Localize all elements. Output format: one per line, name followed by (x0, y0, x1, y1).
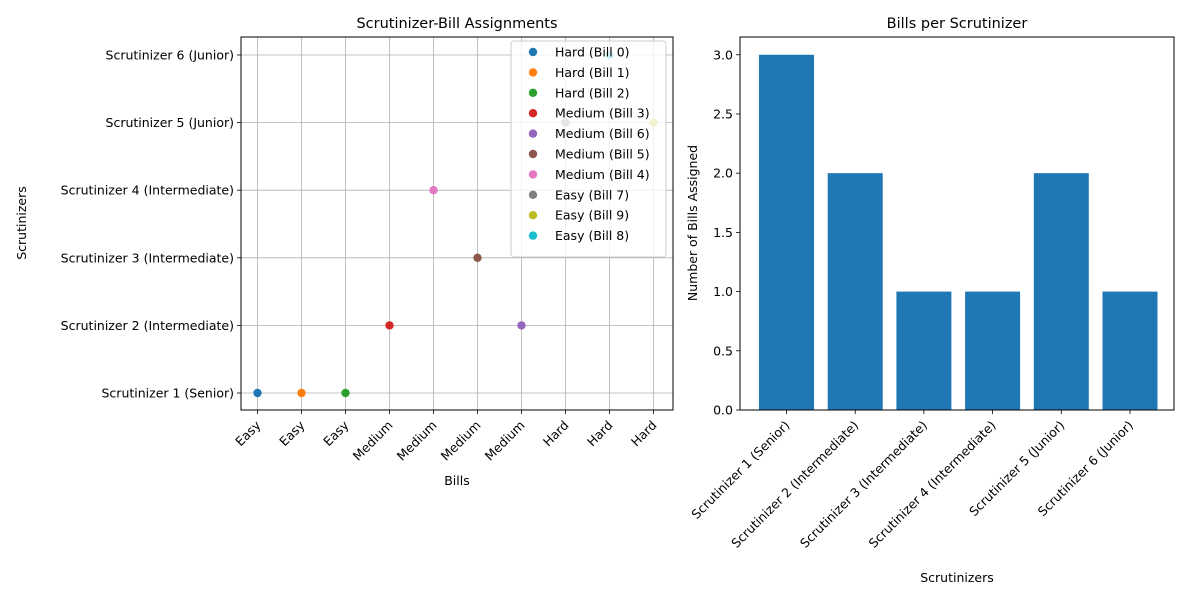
legend-label: Hard (Bill 2) (555, 85, 630, 100)
legend-label: Easy (Bill 9) (555, 208, 629, 223)
bar-bars (759, 54, 1158, 411)
bar (1033, 173, 1089, 410)
x-tick-label: Medium (438, 418, 484, 464)
bar-chart: Bills per Scrutinizer 0.0 0.5 1.0 1.5 2.0 2.5… (685, 16, 1175, 585)
legend-label: Medium (Bill 3) (555, 106, 650, 121)
bar (896, 291, 952, 410)
legend-frame (510, 40, 667, 258)
scatter-point (473, 253, 482, 262)
legend-marker (528, 231, 538, 240)
y-tick-label: 2.5 (713, 106, 733, 121)
x-tick-label: Scrutinizer 3 (Intermediate) (797, 418, 930, 551)
legend-marker (528, 88, 538, 98)
bar-x-ticks: Scrutinizer 1 (Senior)Scrutinizer 2 (Int… (688, 410, 1136, 551)
bar (965, 291, 1021, 410)
scatter-point (253, 388, 262, 398)
bar (827, 173, 883, 410)
y-tick-label: 1.5 (713, 225, 733, 240)
y-tick-label: Scrutinizer 3 (Intermediate) (61, 250, 234, 265)
legend-marker (528, 47, 538, 57)
y-tick-label: Scrutinizer 5 (Junior) (106, 115, 234, 130)
legend-label: Hard (Bill 1) (555, 65, 630, 80)
bar-title: Bills per Scrutinizer (887, 16, 1028, 32)
y-tick-label: Scrutinizer 1 (Senior) (102, 386, 235, 401)
y-tick-label: 2.0 (713, 166, 733, 181)
bar-y-axis-label: Number of Bills Assigned (685, 145, 700, 301)
x-tick-label: Medium (350, 418, 396, 464)
legend-label: Easy (Bill 8) (555, 228, 629, 243)
scatter-y-axis-label: Scrutinizers (14, 186, 29, 260)
scatter-point (517, 321, 526, 330)
y-tick-label: 3.0 (713, 47, 733, 62)
scatter-y-ticks: Scrutinizer 1 (Senior) Scrutinizer 2 (Int… (61, 48, 241, 401)
legend-marker (528, 170, 538, 179)
scatter-title: Scrutinizer-Bill Assignments (356, 16, 557, 32)
x-tick-label: Scrutinizer 4 (Intermediate) (866, 418, 999, 551)
x-tick-label: Hard (540, 418, 572, 450)
legend-marker (528, 129, 538, 138)
scatter-x-axis-label: Bills (444, 473, 470, 488)
bar-y-ticks: 0.0 0.5 1.0 1.5 2.0 2.5 3.0 (713, 47, 740, 418)
legend-label: Medium (Bill 5) (555, 147, 650, 162)
x-tick-label: Scrutinizer 2 (Intermediate) (728, 418, 861, 551)
x-tick-label: Easy (320, 417, 352, 449)
y-tick-label: Scrutinizer 4 (Intermediate) (61, 183, 234, 198)
y-tick-label: Scrutinizer 2 (Intermediate) (61, 318, 234, 333)
scatter-plot-area (240, 36, 674, 411)
scatter-legend: Hard (Bill 0) Hard (Bill 1) Hard (Bill 2) M… (510, 40, 667, 258)
y-tick-label: 1.0 (713, 284, 733, 299)
x-tick-label: Easy (232, 417, 264, 449)
y-tick-label: Scrutinizer 6 (Junior) (106, 48, 234, 63)
bar-x-axis-label: Scrutinizers (920, 570, 994, 585)
bar-plot-area (739, 36, 1175, 411)
x-tick-label: Easy (276, 417, 308, 449)
legend-label: Medium (Bill 6) (555, 126, 650, 141)
legend-marker (528, 211, 538, 220)
legend-label: Hard (Bill 0) (555, 45, 630, 60)
scatter-chart: Scrutinizer-Bill Assignments Easy Easy Eas… (14, 16, 674, 488)
legend-label: Medium (Bill 4) (555, 167, 650, 182)
bar (759, 54, 814, 411)
x-tick-label: Hard (584, 418, 616, 450)
x-tick-label: Hard (628, 418, 660, 450)
legend-marker (528, 109, 538, 118)
legend-marker (528, 68, 538, 77)
legend-marker (528, 149, 538, 159)
legend-marker (528, 190, 538, 199)
y-tick-label: 0.0 (713, 403, 733, 418)
scatter-point (385, 321, 394, 330)
legend-label: Easy (Bill 7) (555, 187, 629, 202)
scatter-point (297, 388, 306, 398)
bar (1102, 291, 1158, 410)
scatter-point (341, 388, 350, 398)
y-tick-label: 0.5 (713, 343, 733, 358)
x-tick-label: Medium (394, 418, 440, 464)
x-tick-label: Medium (482, 418, 528, 464)
scatter-point (429, 186, 438, 195)
